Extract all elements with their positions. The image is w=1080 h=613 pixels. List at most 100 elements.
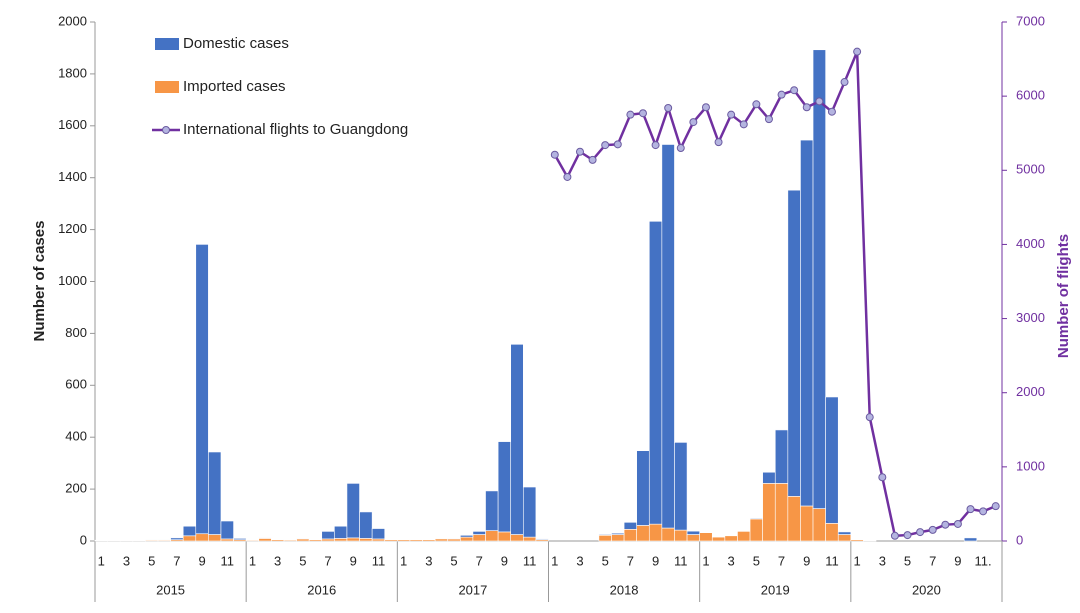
bar: [447, 538, 461, 540]
line-marker: [689, 118, 698, 127]
x-tick-label: 11: [221, 553, 235, 568]
bar: [850, 539, 864, 542]
bar: [334, 525, 348, 539]
bar: [661, 527, 675, 542]
bar: [170, 537, 184, 541]
x-tick-label: 3: [576, 553, 583, 568]
bar: [762, 483, 776, 542]
bar: [825, 523, 839, 542]
bar: [497, 441, 512, 533]
y2-axis-title: Number of flights: [1055, 234, 1072, 358]
bar: [434, 538, 449, 542]
line-marker: [601, 141, 610, 150]
x-group-label: 2015: [156, 582, 185, 597]
x-tick-label: 7: [324, 553, 331, 568]
bar: [648, 523, 663, 542]
bar: [711, 536, 726, 542]
bar: [472, 531, 486, 535]
bar: [271, 539, 285, 542]
y2-tick-label: 4000: [1016, 236, 1045, 251]
line-marker: [853, 47, 862, 56]
x-tick-label: 5: [904, 553, 911, 568]
line-marker: [752, 100, 761, 109]
x-tick-label: 9: [803, 553, 810, 568]
x-tick-label: 5: [753, 553, 760, 568]
bar: [371, 538, 386, 542]
line-marker: [575, 147, 584, 156]
x-tick-label: 3: [274, 553, 281, 568]
bar: [749, 517, 763, 520]
bar: [636, 525, 650, 542]
line-marker: [815, 97, 824, 106]
x-tick-label: 1: [702, 553, 709, 568]
line-marker: [777, 90, 786, 99]
x-tick-label: 1: [400, 553, 407, 568]
x-tick-label: 3: [728, 553, 735, 568]
x-tick-label: 7: [173, 553, 180, 568]
line-marker: [676, 144, 685, 153]
x-tick-label: 9: [350, 553, 357, 568]
bar: [535, 538, 549, 541]
bar: [334, 538, 348, 542]
bar: [321, 531, 335, 540]
x-group-label: 2019: [761, 582, 790, 597]
line-marker: [727, 110, 736, 119]
x-tick-label: 9: [198, 553, 205, 568]
bar: [422, 539, 436, 542]
bar: [397, 539, 411, 542]
bar: [598, 534, 612, 542]
bar: [837, 531, 852, 535]
line-marker: [941, 520, 950, 529]
line-marker: [878, 473, 887, 482]
legend-swatch: [155, 38, 179, 50]
y2-tick-label: 1000: [1016, 458, 1045, 473]
legend-label: International flights to Guangdong: [183, 121, 408, 138]
bar: [636, 450, 650, 526]
bar: [825, 396, 839, 524]
x-tick-label: 11: [372, 553, 386, 568]
x-tick-label: 9: [954, 553, 961, 568]
bar: [182, 535, 197, 542]
bar: [132, 540, 146, 542]
bar: [623, 529, 637, 542]
x-group-label: 2016: [307, 582, 336, 597]
line-marker: [802, 103, 811, 112]
x-tick-label: 3: [123, 553, 130, 568]
bar: [384, 539, 398, 542]
bar: [863, 540, 877, 542]
x-tick-label: 3: [879, 553, 886, 568]
bar: [724, 535, 738, 542]
bar: [749, 518, 763, 542]
bar: [510, 343, 524, 535]
x-tick-label: 9: [652, 553, 659, 568]
bar: [623, 522, 637, 530]
bar: [812, 508, 826, 542]
x-tick-label: 3: [425, 553, 432, 568]
bar: [523, 486, 537, 538]
bar: [837, 534, 852, 542]
y2-tick-label: 7000: [1016, 13, 1045, 28]
x-group-label: 2017: [458, 582, 487, 597]
bar: [800, 139, 814, 507]
bar: [774, 483, 789, 542]
bar: [812, 49, 826, 509]
bar: [308, 539, 323, 542]
x-tick-label: 11: [523, 553, 537, 568]
line-marker: [903, 531, 912, 540]
y-tick-label: 800: [65, 325, 87, 340]
line-marker: [588, 155, 597, 164]
x-group-label: 2018: [610, 582, 639, 597]
x-tick-label: 5: [299, 553, 306, 568]
bar: [208, 451, 222, 535]
x-tick-label: 11: [674, 553, 688, 568]
bar: [245, 539, 260, 541]
y-axis-title: Number of cases: [31, 221, 48, 342]
x-tick-label: 7: [778, 553, 785, 568]
x-group-label: 2020: [912, 582, 941, 597]
bar: [648, 220, 663, 525]
bar: [119, 540, 134, 542]
y-tick-label: 0: [80, 532, 87, 547]
bar: [321, 538, 335, 542]
bar: [208, 534, 222, 542]
